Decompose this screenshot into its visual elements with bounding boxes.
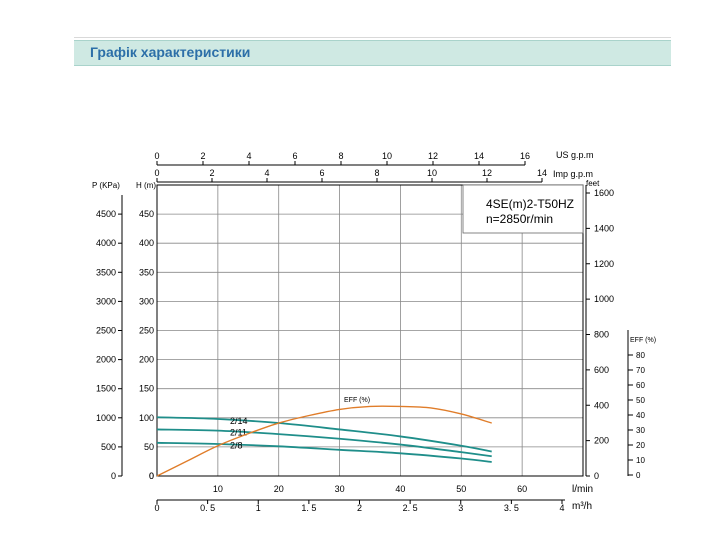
head-tick-label: 450 [139,209,154,219]
us-gpm-tick-label: 12 [428,151,438,161]
flow-lmin-tick-label: 50 [456,484,466,494]
us-gpm-tick-label: 6 [292,151,297,161]
head-curve-2-11 [156,428,492,458]
head-tick-label: 50 [144,442,154,452]
head-tick-label: 100 [139,413,154,423]
pressure-tick-label: 0 [111,471,116,481]
feet-tick-label: 1600 [594,188,614,198]
page-title: Графік характеристики [90,44,251,60]
flow-m3h-tick-label: 3. 5 [504,503,519,513]
imp-gpm-tick-label: 10 [427,168,437,178]
pressure-tick-label: 1500 [96,384,116,394]
us-gpm-tick-label: 2 [200,151,205,161]
flow-lmin-axis-label: l/min [572,484,593,495]
flow-m3h-tick-label: 0. 5 [200,503,215,513]
us-gpm-tick-label: 16 [520,151,530,161]
head-axis-label: H (m) [136,181,156,190]
flow-lmin-tick-label: 30 [335,484,345,494]
flow-m3h-tick-label: 4 [559,503,564,513]
head-tick-label: 400 [139,238,154,248]
pressure-tick-label: 3000 [96,296,116,306]
efficiency-curve [156,405,492,477]
pressure-tick-label: 4000 [96,238,116,248]
series-label: 2/8 [230,440,243,450]
flow-m3h-tick-label: 0 [154,503,159,513]
feet-tick-label: 1400 [594,223,614,233]
us-gpm-tick-label: 10 [382,151,392,161]
feet-tick-label: 200 [594,436,609,446]
imp-gpm-tick-label: 2 [209,168,214,178]
series-label: 2/14 [230,416,248,426]
us-gpm-axis-label: US g.p.m [556,150,594,160]
head-tick-label: 250 [139,326,154,336]
pressure-tick-label: 1000 [96,413,116,423]
efficiency-tick-label: 80 [636,351,645,360]
pressure-tick-label: 2500 [96,326,116,336]
head-curve-2-8 [156,441,492,463]
plot-frame [156,184,584,477]
head-curve-2-14 [156,416,492,453]
flow-lmin-tick-label: 40 [395,484,405,494]
imp-gpm-tick-label: 14 [537,168,547,178]
flow-m3h-tick-label: 3 [458,503,463,513]
feet-tick-label: 600 [594,365,609,375]
flow-m3h-tick-label: 1. 5 [301,503,316,513]
feet-tick-label: 0 [594,471,599,481]
efficiency-tick-label: 60 [636,381,645,390]
imp-gpm-tick-label: 4 [264,168,269,178]
feet-tick-label: 1000 [594,294,614,304]
pressure-tick-label: 2000 [96,355,116,365]
head-tick-label: 300 [139,296,154,306]
flow-lmin-tick-label: 20 [274,484,284,494]
us-gpm-tick-label: 14 [474,151,484,161]
flow-origin-label: 0 [149,471,154,481]
efficiency-axis-label: EFF (%) [630,337,656,344]
efficiency-tick-label: 50 [636,396,645,405]
efficiency-tick-label: 40 [636,411,645,420]
head-tick-label: 350 [139,267,154,277]
head-tick-label: 200 [139,355,154,365]
head-tick-label: 150 [139,384,154,394]
header-bar: Графік характеристики [74,40,671,66]
head-tick-label: 0 [149,471,154,481]
imp-gpm-axis-label: Imp g.p.m [553,169,593,179]
efficiency-tick-label: 30 [636,426,645,435]
imp-gpm-tick-label: 0 [154,168,159,178]
imp-gpm-tick-label: 6 [319,168,324,178]
us-gpm-tick-label: 0 [154,151,159,161]
flow-m3h-tick-label: 1 [256,503,261,513]
feet-tick-label: 400 [594,400,609,410]
efficiency-tick-label: 10 [636,456,645,465]
flow-m3h-tick-label: 2 [357,503,362,513]
efficiency-tick-label: 0 [636,471,641,480]
feet-tick-label: 800 [594,330,609,340]
model-label: 4SE(m)2-T50HZ [486,197,574,211]
us-gpm-tick-label: 8 [338,151,343,161]
us-gpm-tick-label: 4 [246,151,251,161]
feet-axis-label: feet [586,179,600,188]
pressure-tick-label: 4500 [96,209,116,219]
flow-lmin-tick-label: 10 [213,484,223,494]
efficiency-tick-label: 20 [636,441,645,450]
efficiency-tick-label: 70 [636,366,645,375]
speed-label: n=2850r/min [486,212,553,226]
model-box [462,184,584,234]
flow-m3h-tick-label: 2. 5 [403,503,418,513]
flow-m3h-axis-label: m³/h [572,501,592,512]
pressure-tick-label: 3500 [96,267,116,277]
header-top-line [74,37,671,38]
imp-gpm-tick-label: 8 [374,168,379,178]
flow-lmin-tick-label: 60 [517,484,527,494]
imp-gpm-tick-label: 12 [482,168,492,178]
pressure-axis-label: P (KPa) [92,181,120,190]
pressure-tick-label: 500 [101,442,116,452]
feet-tick-label: 1200 [594,259,614,269]
efficiency-curve-label: EFF (%) [344,397,370,404]
series-label: 2/11 [230,427,247,437]
